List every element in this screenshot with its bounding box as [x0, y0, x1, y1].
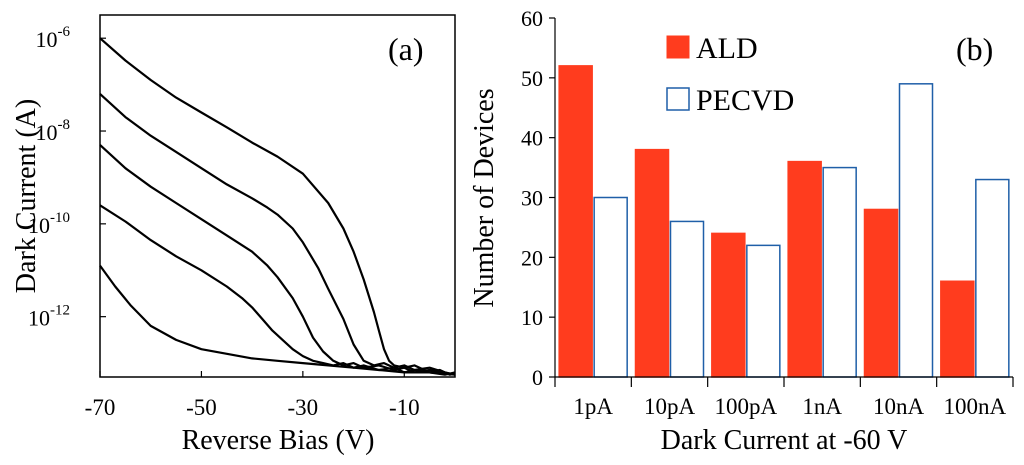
- legend-label-pecvd: PECVD: [696, 84, 794, 117]
- panel-a-x-tick-label: -70: [85, 395, 116, 420]
- legend-label-ald: ALD: [696, 32, 758, 65]
- panel-a-plot-frame: [99, 14, 456, 378]
- bar-pecvd-1pA: [593, 196, 628, 378]
- legend-swatch-ald: [666, 35, 690, 59]
- panel-a-x-tick-label: -10: [389, 395, 420, 420]
- panel-b-category-label: 100pA: [715, 394, 778, 419]
- bar-pecvd-1nA: [822, 166, 857, 378]
- panel-a-y-tick-label: 10-8: [36, 117, 71, 145]
- panel-b-y-tick-label: 60: [521, 6, 543, 31]
- panel-a-curves: [99, 37, 456, 376]
- panel-a-y-ticks: 10-6 10-8 10-10 10-12: [28, 24, 106, 331]
- panel-b-y-tick-label: 30: [521, 186, 543, 211]
- bar-ald-1pA: [558, 65, 593, 378]
- panel-a-y-axis-label: Dark Current (A): [11, 99, 42, 293]
- panel-a-x-tick-label: -50: [186, 395, 217, 420]
- panel-b-bar-chart: 0 10 20 30 40 50 60 1pA 10pA 100pA 1nA 10nA 100nA A…: [469, 6, 1014, 456]
- panel-b-y-tick-label: 10: [521, 305, 543, 330]
- panel-a-y-tick-label: 10-10: [28, 210, 70, 238]
- panel-b-y-axis-label: Number of Devices: [469, 88, 500, 307]
- panel-b-bars: [558, 65, 1010, 378]
- panel-b-y-tick-label: 40: [521, 126, 543, 151]
- panel-b-y-tick-label: 50: [521, 66, 543, 91]
- panel-b-category-label: 10nA: [873, 394, 925, 419]
- bar-ald-10pA: [634, 148, 670, 378]
- panel-b-category-label: 1pA: [573, 394, 613, 419]
- panel-a-y-tick-label: 10-6: [36, 24, 71, 52]
- panel-b-legend: ALD PECVD: [666, 32, 794, 117]
- bar-ald-1nA: [787, 160, 822, 378]
- bar-pecvd-100nA: [975, 178, 1010, 378]
- bar-ald-100nA: [940, 280, 975, 378]
- panel-a-x-ticks: -70 -50 -30 -10: [85, 371, 420, 420]
- panel-b-category-label: 100nA: [944, 394, 1007, 419]
- panel-a-line-chart: 10-6 10-8 10-10 10-12 -70 -50 -30 -10 (a) Reve…: [11, 14, 456, 456]
- bar-pecvd-100pA: [746, 244, 781, 378]
- panel-b-x-axis-label: Dark Current at -60 V: [661, 425, 908, 456]
- panel-a-x-axis-label: Reverse Bias (V): [182, 425, 375, 456]
- panel-a-y-tick-label: 10-12: [28, 303, 70, 331]
- panel-b-category-label: 1nA: [802, 394, 842, 419]
- panel-a-label: (a): [388, 31, 424, 67]
- panel-a-curve-1: [99, 37, 456, 376]
- panel-a-curve-2: [99, 93, 456, 376]
- bar-ald-10nA: [863, 208, 899, 378]
- panel-b-category-label: 10pA: [644, 394, 696, 419]
- panel-a-curve-5: [99, 264, 456, 376]
- legend-swatch-pecvd: [666, 87, 690, 111]
- panel-a-x-tick-label: -30: [288, 395, 319, 420]
- panel-a-curve-3: [99, 144, 456, 376]
- bar-ald-100pA: [711, 232, 746, 378]
- bar-pecvd-10nA: [898, 83, 934, 378]
- panel-b-y-tick-label: 0: [532, 365, 543, 390]
- panel-b-x-categories: 1pA 10pA 100pA 1nA 10nA 100nA: [554, 377, 1014, 419]
- panel-b-y-tick-label: 20: [521, 245, 543, 270]
- panel-b-y-ticks: 0 10 20 30 40 50 60: [521, 6, 555, 390]
- panel-a-curve-4: [99, 204, 456, 376]
- bar-pecvd-10pA: [669, 220, 705, 378]
- panel-b-label: (b): [956, 31, 993, 67]
